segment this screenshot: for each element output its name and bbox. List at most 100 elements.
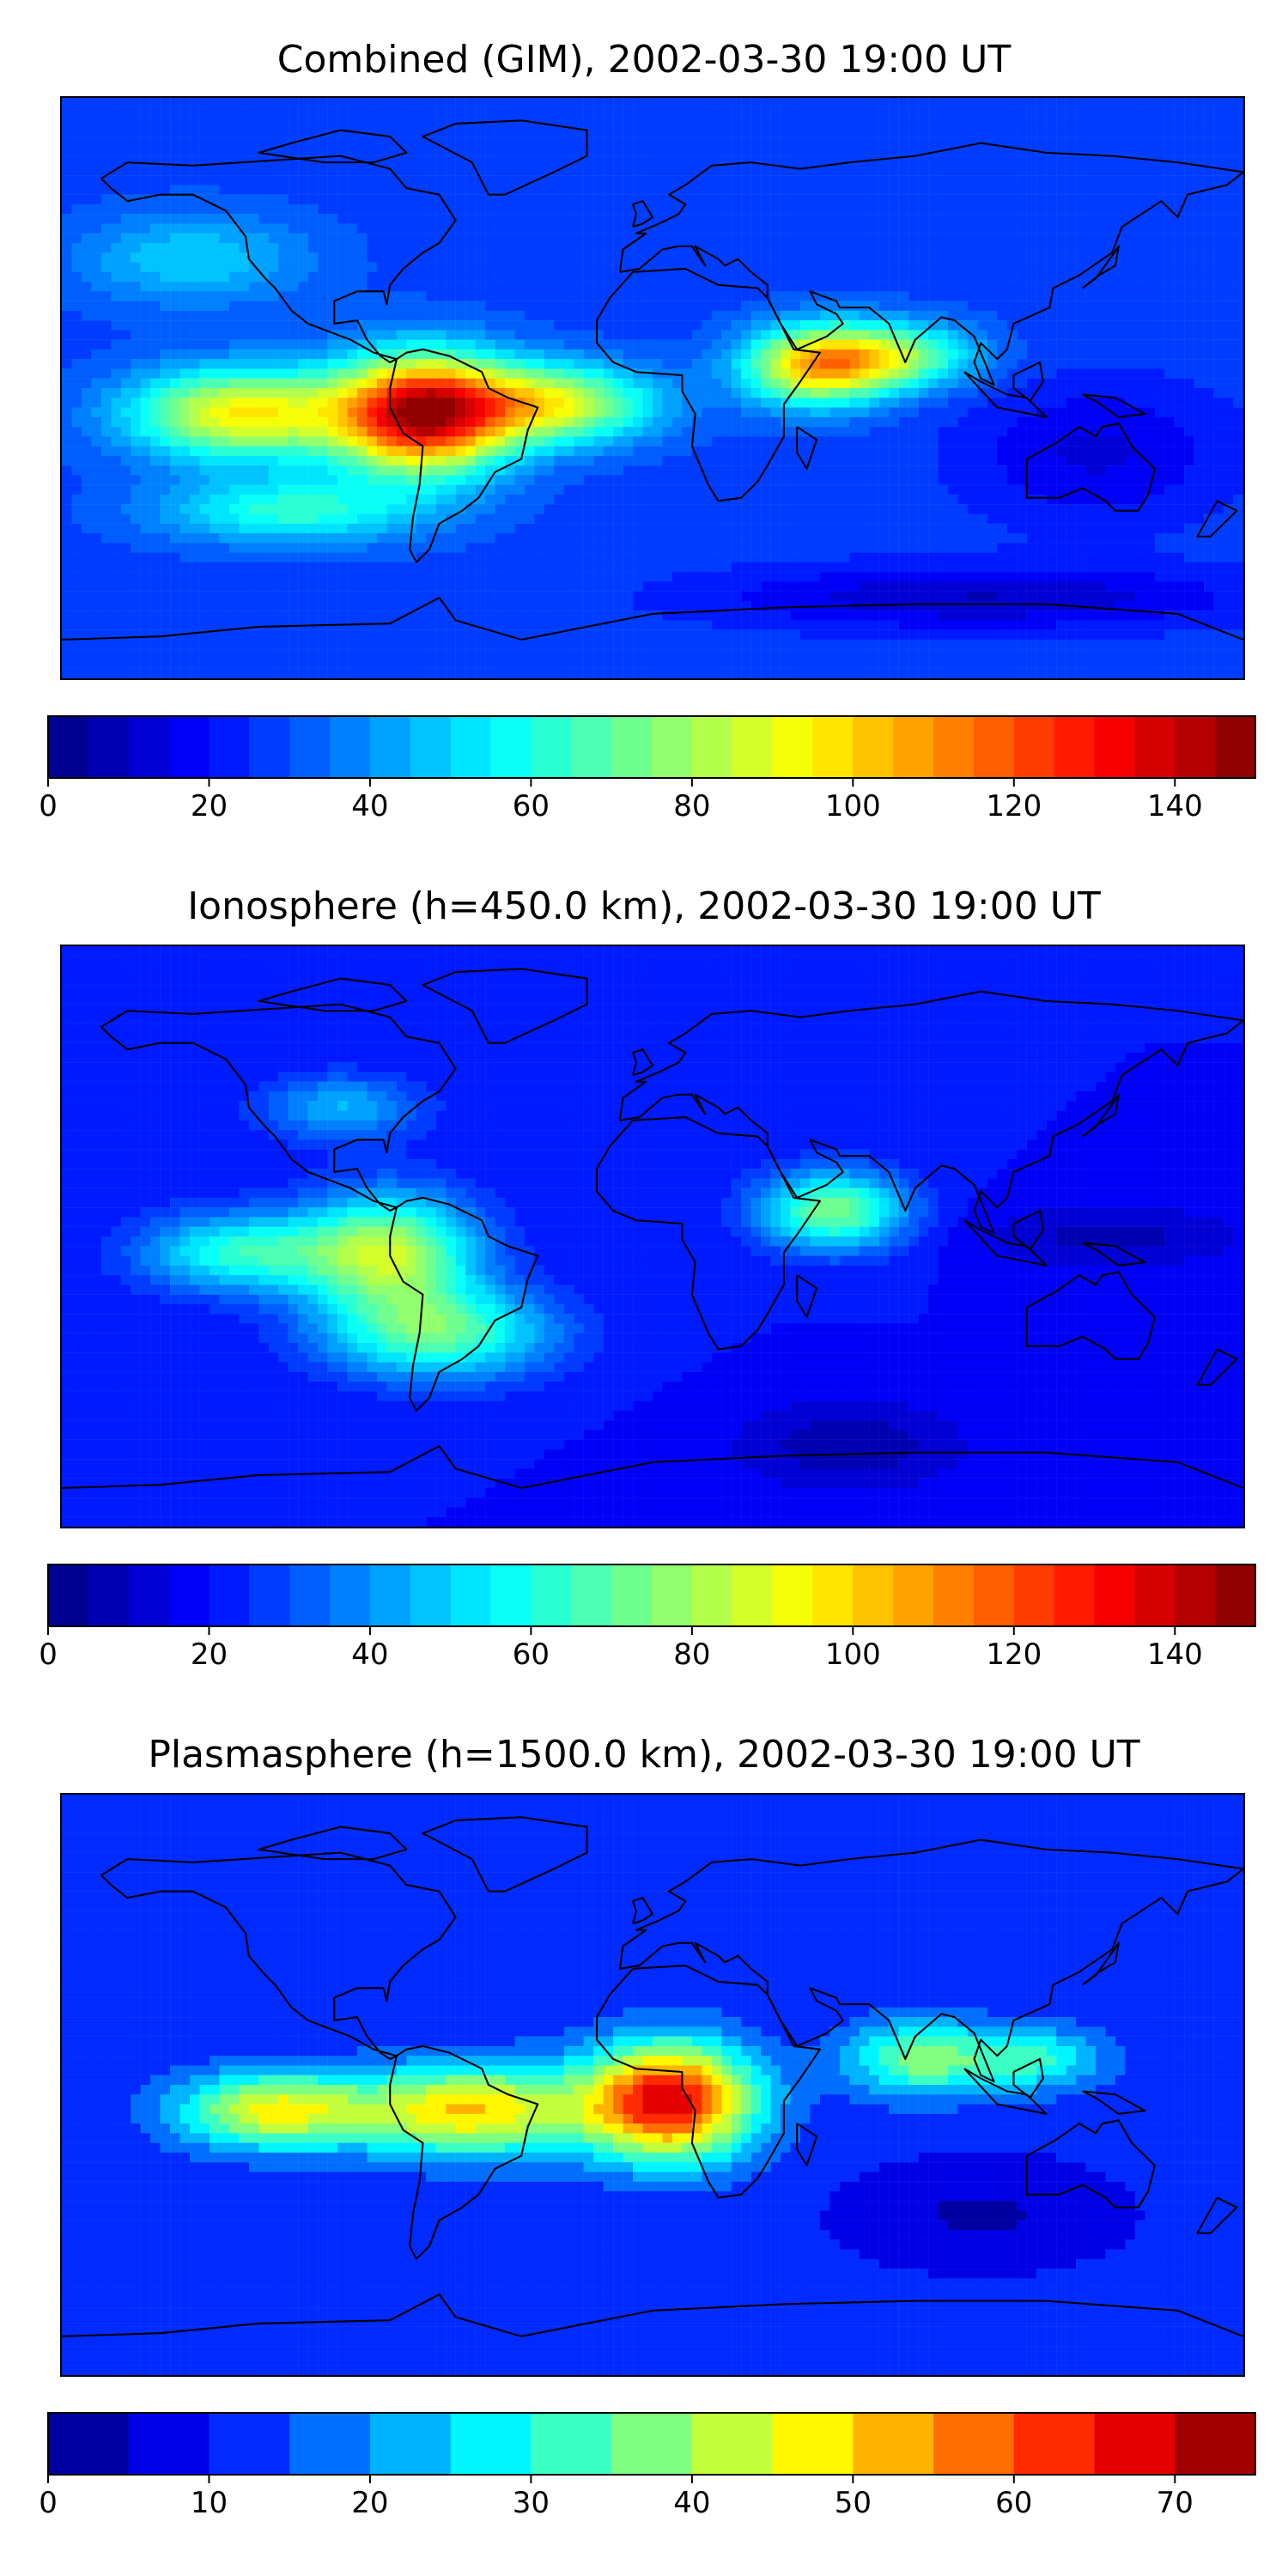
contour-cell [386,427,398,437]
contour-cell [563,427,574,437]
contour-cell [298,484,308,495]
contour-cell [613,117,623,127]
contour-cell [554,155,564,167]
contour-cell [839,668,850,678]
contour-cell [367,262,378,272]
contour-cell [731,668,742,678]
contour-cell [298,659,308,669]
contour-cell [179,368,191,379]
contour-cell [653,146,663,156]
contour-cell [642,339,653,350]
contour-cell [111,146,121,156]
contour-cell [849,243,860,253]
contour-cell [239,185,250,195]
contour-cell [662,98,673,108]
contour-cell [160,349,171,360]
contour-cell [810,243,821,253]
contour-cell [210,455,220,466]
contour-cell [190,475,200,485]
contour-cell [357,262,368,272]
contour-cell [810,407,821,417]
contour-cell [327,436,338,447]
contour-cell [613,194,623,205]
contour-cell [642,436,653,447]
contour-cell [239,484,250,495]
contour-cell [248,533,259,544]
contour-cell [416,301,427,312]
contour-cell [160,436,171,447]
contour-cell [140,668,151,678]
contour-cell [761,513,771,524]
contour-cell [81,659,92,669]
contour-cell [465,388,476,398]
contour-cell [190,117,200,127]
contour-cell [633,446,643,457]
contour-cell [839,611,850,621]
contour-cell [731,494,742,505]
contour-cell [170,572,180,582]
contour-cell [800,349,811,360]
contour-cell [278,378,289,389]
contour-cell [495,562,506,573]
contour-cell [702,262,712,272]
contour-cell [131,137,141,147]
contour-cell [869,310,879,321]
contour-cell [613,581,623,592]
contour-cell [465,649,476,659]
contour-cell [357,523,368,534]
contour-cell [583,310,594,321]
contour-cell [288,484,299,495]
contour-cell [318,668,328,678]
contour-cell [199,262,210,272]
contour-cell [731,359,742,369]
contour-cell [505,639,515,650]
contour-cell [298,368,308,379]
contour-cell [613,427,623,437]
contour-cell [761,446,771,457]
contour-cell [702,639,712,650]
contour-cell [869,107,879,118]
contour-cell [258,194,269,205]
contour-cell [761,504,771,514]
contour-cell [100,581,112,592]
contour-cell [150,291,161,301]
contour-cell [781,155,791,167]
contour-cell [514,378,526,389]
contour-cell [140,185,151,195]
contour-cell [682,233,693,244]
contour-cell [228,349,240,360]
contour-cell [849,543,860,553]
contour-cell [71,649,82,659]
contour-cell [544,378,555,389]
contour-cell [446,629,456,641]
contour-cell [150,310,161,321]
contour-cell [859,552,870,562]
contour-cell [534,639,545,650]
contour-cell [554,310,564,321]
contour-cell [416,155,427,167]
contour-cell [524,388,535,398]
contour-cell [662,629,673,641]
contour-cell [219,668,230,678]
contour-cell [416,446,427,457]
contour-cell [682,543,693,553]
contour-cell [741,291,751,301]
contour-cell [534,320,545,331]
contour-cell [623,339,634,350]
contour-cell [446,330,456,340]
contour-cell [347,98,358,108]
contour-cell [219,629,230,641]
contour-cell [426,581,436,592]
contour-cell [878,155,890,167]
contour-cell [426,513,436,524]
contour-cell [396,513,407,524]
contour-cell [367,407,378,417]
contour-cell [386,416,398,428]
contour-cell [839,310,850,321]
contour-cell [337,581,348,592]
contour-cell [357,620,368,630]
contour-cell [406,398,416,408]
contour-cell [239,262,250,272]
contour-cell [406,146,416,156]
contour-cell [446,243,456,253]
